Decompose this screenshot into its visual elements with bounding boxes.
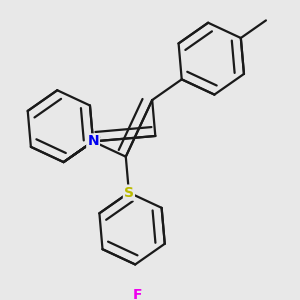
Text: S: S bbox=[124, 186, 134, 200]
Text: N: N bbox=[87, 134, 99, 148]
Text: F: F bbox=[133, 288, 142, 300]
